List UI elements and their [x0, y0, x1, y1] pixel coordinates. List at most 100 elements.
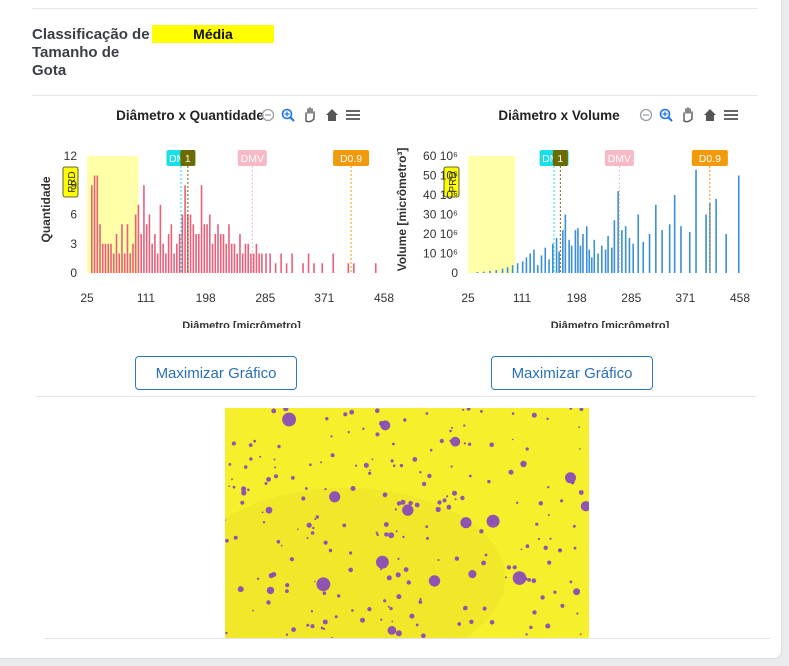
bar: [588, 249, 591, 273]
zoom-in-icon[interactable]: [281, 108, 295, 122]
bar: [101, 243, 104, 273]
bar: [244, 243, 247, 273]
bar: [269, 253, 271, 273]
maximize-quantity-chart-button[interactable]: Maximizar Gráfico: [135, 356, 297, 390]
x-tick-label: 458: [730, 291, 750, 305]
bar: [558, 251, 560, 273]
bar: [280, 253, 282, 273]
bar: [529, 253, 531, 273]
bar: [99, 224, 101, 273]
home-icon[interactable]: [704, 109, 716, 121]
bar: [607, 235, 609, 273]
bar: [159, 204, 162, 273]
bar: [628, 237, 631, 273]
section-divider: [32, 95, 758, 96]
x-tick-label: 25: [80, 291, 94, 305]
bar: [241, 253, 244, 273]
bar: [597, 253, 599, 273]
bar: [170, 224, 173, 273]
bar: [258, 253, 260, 273]
bar: [110, 243, 112, 273]
bar: [536, 265, 539, 273]
bar: [695, 169, 697, 273]
bar: [525, 257, 528, 273]
bar: [225, 243, 228, 273]
bar: [585, 226, 588, 273]
bar: [307, 253, 310, 273]
y-tick-label: 6: [70, 208, 77, 222]
bar: [574, 230, 577, 273]
bar: [668, 224, 671, 273]
pan-hand-icon[interactable]: [683, 107, 693, 123]
svg-text:PRD: PRD: [67, 171, 78, 192]
zoom-out-icon[interactable]: [261, 108, 275, 122]
bar: [228, 224, 230, 273]
bar: [123, 253, 126, 273]
bottom-divider: [44, 638, 770, 639]
bar: [579, 245, 582, 273]
bar: [495, 270, 498, 273]
marker-label: DMV: [237, 150, 267, 166]
droplet-card-image: [225, 408, 589, 638]
bar: [222, 234, 225, 273]
bar: [195, 234, 197, 273]
bar: [91, 185, 93, 273]
bar: [167, 234, 170, 273]
bar: [104, 243, 107, 273]
bar: [129, 253, 132, 273]
x-tick-label: 111: [137, 291, 156, 305]
maximize-volume-chart-button[interactable]: Maximizar Gráfico: [491, 356, 653, 390]
svg-text:1: 1: [185, 153, 191, 165]
menu-icon[interactable]: [724, 110, 738, 120]
bar: [208, 214, 211, 273]
x-tick-label: 111: [513, 291, 532, 305]
y-tick-label: 60 10⁶: [423, 149, 458, 163]
bar: [230, 243, 233, 273]
bar: [192, 224, 195, 273]
bar: [233, 243, 236, 273]
pan-hand-icon[interactable]: [305, 107, 315, 123]
bar: [516, 263, 519, 273]
bar: [274, 263, 277, 273]
bar: [621, 230, 623, 273]
bar: [562, 230, 564, 273]
bar: [353, 263, 355, 273]
y-tick-label: 50 10⁶: [423, 169, 458, 183]
svg-text:DMV: DMV: [608, 153, 631, 165]
svg-text:PRD: PRD: [448, 171, 459, 192]
marker-label: 1: [180, 150, 196, 166]
bar: [374, 263, 377, 273]
bar: [673, 195, 676, 273]
bar: [617, 191, 619, 273]
x-tick-label: 371: [314, 291, 334, 305]
bar: [624, 226, 627, 273]
bar: [178, 234, 181, 273]
menu-icon[interactable]: [346, 110, 360, 120]
bar: [552, 243, 554, 273]
bar: [93, 175, 96, 273]
bar: [285, 263, 288, 273]
bar: [126, 224, 129, 273]
home-icon[interactable]: [326, 109, 338, 121]
bar: [265, 253, 267, 273]
photo-divider-top: [36, 396, 756, 397]
bar: [118, 253, 121, 273]
bar: [489, 271, 491, 273]
bar: [148, 214, 151, 273]
bar: [255, 243, 258, 273]
bar: [247, 243, 249, 273]
zoom-out-icon[interactable]: [639, 108, 653, 122]
bar: [151, 243, 153, 273]
y-tick-label: 12: [64, 149, 78, 163]
bar: [291, 253, 293, 273]
chart-title: Diâmetro x Volume: [498, 108, 620, 123]
marker-label: D0.9: [691, 150, 728, 166]
bar: [648, 234, 651, 273]
bar: [347, 263, 350, 273]
zoom-in-icon[interactable]: [659, 108, 673, 122]
bar: [642, 241, 645, 273]
bar: [506, 267, 509, 273]
bar: [548, 259, 550, 273]
x-axis-label: Diâmetro [micrômetro]: [551, 320, 670, 328]
